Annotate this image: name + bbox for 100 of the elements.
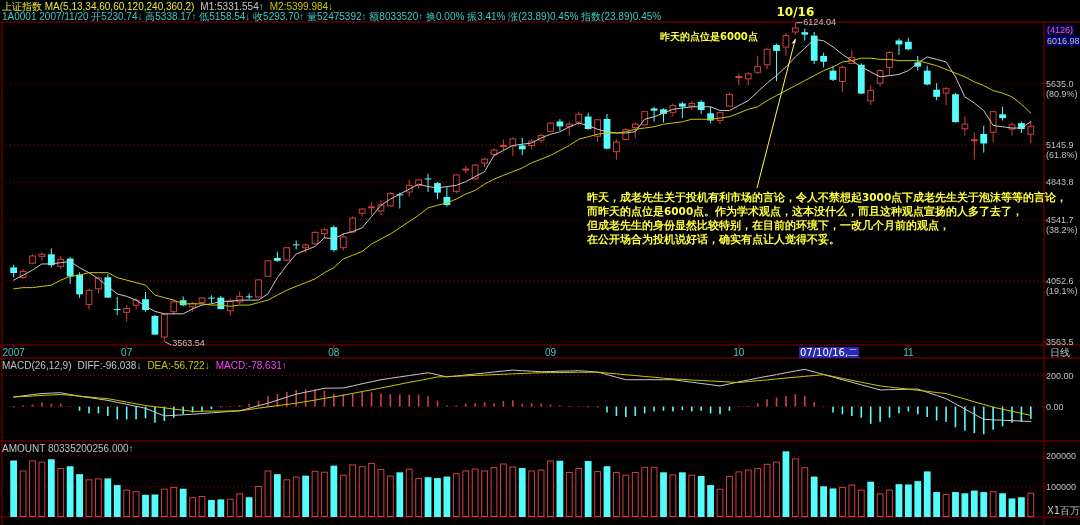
bar: [697, 475, 705, 517]
bar: [631, 472, 639, 517]
bar: [113, 485, 121, 517]
bar: [123, 489, 131, 517]
bar: [791, 458, 799, 517]
text: DEA:-56.722↓: [147, 360, 210, 371]
bar: [500, 463, 507, 517]
bar: [999, 493, 1006, 517]
bar: [217, 499, 225, 517]
bar: [462, 470, 470, 517]
bar: [57, 468, 65, 517]
bar: [1018, 497, 1025, 517]
x-tick-label: 10: [733, 347, 745, 358]
bar: [961, 493, 969, 517]
bar: [594, 471, 601, 517]
bar: [801, 467, 809, 517]
bar: [490, 467, 498, 517]
bar: [744, 469, 752, 517]
y-tick-label: 200.00: [1046, 370, 1074, 381]
bar: [914, 481, 922, 517]
bar: [518, 468, 526, 517]
bar: [339, 474, 347, 517]
chart-title: AMOUNT 80335200256.000↑: [2, 443, 134, 454]
x-tick-label: 08: [328, 347, 340, 358]
x-tick-label: 07: [121, 347, 133, 358]
bar: [104, 478, 112, 517]
bar: [716, 488, 724, 517]
bar: [688, 474, 696, 517]
bar: [1008, 498, 1016, 517]
y-tick-label: 3563.5: [1046, 337, 1074, 348]
bar: [29, 460, 36, 517]
bar: [641, 466, 649, 517]
bar: [396, 472, 404, 517]
bar: [575, 468, 583, 517]
bar: [66, 466, 74, 517]
bar: [330, 465, 338, 517]
text: (4126): [1047, 25, 1074, 35]
bar: [613, 472, 620, 517]
bar: [179, 488, 187, 517]
bar: [358, 466, 366, 517]
bar: [876, 493, 884, 517]
bar: [820, 486, 828, 517]
y-tick-label: 4052.6 (19.1%): [1046, 276, 1078, 297]
bar: [857, 489, 865, 517]
bar: [669, 474, 677, 517]
text: M1:5331.554↑: [200, 1, 264, 12]
bar: [754, 468, 762, 517]
bar: [735, 471, 743, 517]
bar: [980, 492, 988, 517]
annotation: 但成老先生的身份显然比较特别，在目前的环境下，一改几个月前的观点，: [586, 219, 950, 232]
y-tick-label: 100000: [1046, 481, 1077, 492]
bar: [170, 486, 178, 517]
chart-subtitle: 1A0001 2007/11/20 开5230.74↓ 高5338.17↑ 低5158.54↓ 收5293.70↑ 量52475392↑ 额8033520↑ 换0.00% 振3.41% 涨(23.89)0.45% 指数(23.89)0.45%: [2, 11, 662, 22]
bar: [933, 492, 941, 517]
bar: [763, 463, 771, 517]
bar: [198, 496, 206, 517]
bar: [132, 491, 140, 517]
bar: [810, 476, 818, 517]
annotation: 昨天，成老先生关于投机有利市场的言论，令人不禁想起3000点下成老先生关于泡沫等等的言论，: [587, 191, 1068, 204]
bar: [547, 460, 554, 517]
bar: [848, 484, 856, 517]
x-tick-label: 11: [903, 347, 914, 358]
bar: [311, 470, 319, 517]
bar: [415, 478, 423, 517]
text: 6016.98: [1047, 36, 1080, 46]
y-tick-label: 5635.0 (80.9%): [1046, 78, 1078, 99]
bar: [660, 472, 667, 517]
bar: [95, 478, 102, 517]
bar: [989, 491, 997, 517]
bar: [19, 470, 27, 517]
annotation: 而昨天的点位是6000点。作为学术观点，这本没什么，而且这种观点宣扬的人多了去了，: [586, 205, 1024, 218]
bar: [942, 493, 950, 517]
y-tick-label: 4541.7 (38.2%): [1046, 215, 1078, 236]
line-series: [13, 371, 1032, 416]
bar: [386, 475, 394, 517]
text: 10/16: [776, 4, 815, 19]
bar: [443, 476, 451, 517]
bar: [726, 475, 733, 517]
annotation: 3563.54: [172, 338, 205, 349]
bar: [76, 474, 83, 517]
bar: [584, 461, 592, 517]
bar: [255, 485, 262, 517]
y-axis-title: X1百万: [1047, 505, 1080, 516]
bar: [565, 472, 573, 517]
bar: [377, 468, 385, 517]
bar: [273, 474, 281, 517]
bar: [405, 468, 413, 517]
bar: [650, 466, 658, 517]
bar: [245, 497, 253, 517]
bar: [292, 476, 300, 517]
bar: [189, 497, 196, 517]
annotation: 昨天的点位是6000点: [660, 31, 758, 42]
annotation: MACD:-78.631↑: [215, 360, 287, 371]
bar: [452, 473, 460, 517]
y-tick-label: 0.00: [1046, 401, 1064, 412]
bar: [678, 472, 686, 517]
bar: [528, 470, 536, 517]
bar: [142, 494, 149, 517]
bar: [38, 461, 46, 517]
bar: [904, 484, 912, 517]
